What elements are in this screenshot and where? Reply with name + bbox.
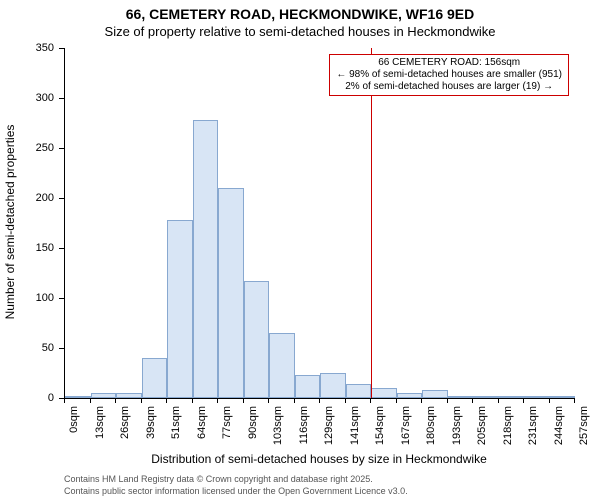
x-tick-mark xyxy=(549,398,550,403)
x-tick-label: 116sqm xyxy=(298,406,310,444)
x-tick-label: 64sqm xyxy=(196,406,208,439)
histogram-bar xyxy=(524,396,550,398)
callout-line: 66 CEMETERY ROAD: 156sqm xyxy=(336,57,562,69)
x-tick-label: 180sqm xyxy=(425,406,437,445)
histogram-bar xyxy=(116,393,142,398)
x-tick-label: 26sqm xyxy=(119,406,131,439)
histogram-bar xyxy=(269,333,295,398)
y-tick-label: 350 xyxy=(0,42,54,54)
histogram-bar xyxy=(422,390,448,398)
y-tick-label: 100 xyxy=(0,292,54,304)
x-tick-mark xyxy=(498,398,499,403)
x-tick-label: 77sqm xyxy=(221,406,233,439)
histogram-bar xyxy=(193,120,219,398)
x-tick-mark xyxy=(141,398,142,403)
x-tick-label: 141sqm xyxy=(349,406,361,445)
y-tick-mark xyxy=(59,48,64,49)
x-tick-label: 13sqm xyxy=(94,406,106,439)
x-tick-label: 257sqm xyxy=(578,406,590,445)
histogram-bar xyxy=(499,396,525,398)
callout-line: ← 98% of semi-detached houses are smalle… xyxy=(336,69,562,81)
x-tick-mark xyxy=(472,398,473,403)
callout-line: 2% of semi-detached houses are larger (1… xyxy=(336,81,562,93)
chart-title-line1: 66, CEMETERY ROAD, HECKMONDWIKE, WF16 9E… xyxy=(0,6,600,22)
histogram-bar xyxy=(320,373,346,398)
y-tick-mark xyxy=(59,348,64,349)
y-tick-mark xyxy=(59,198,64,199)
y-tick-label: 150 xyxy=(0,242,54,254)
y-tick-mark xyxy=(59,248,64,249)
reference-line xyxy=(371,48,372,398)
histogram-bar xyxy=(65,396,91,398)
y-tick-label: 300 xyxy=(0,92,54,104)
x-tick-mark xyxy=(370,398,371,403)
y-tick-label: 250 xyxy=(0,142,54,154)
callout-box: 66 CEMETERY ROAD: 156sqm← 98% of semi-de… xyxy=(329,54,569,96)
y-tick-mark xyxy=(59,98,64,99)
x-axis-label: Distribution of semi-detached houses by … xyxy=(64,452,574,466)
footer-line-2: Contains public sector information licen… xyxy=(64,486,408,496)
x-tick-mark xyxy=(64,398,65,403)
histogram-bar xyxy=(346,384,372,398)
x-tick-mark xyxy=(217,398,218,403)
x-tick-label: 129sqm xyxy=(323,406,335,445)
histogram-bar xyxy=(167,220,193,398)
x-tick-label: 218sqm xyxy=(502,406,514,445)
y-tick-mark xyxy=(59,298,64,299)
histogram-bar xyxy=(448,396,474,398)
x-tick-mark xyxy=(166,398,167,403)
histogram-bar xyxy=(142,358,168,398)
y-tick-label: 50 xyxy=(0,342,54,354)
histogram-bar xyxy=(473,396,499,398)
x-tick-label: 103sqm xyxy=(272,406,284,445)
x-tick-mark xyxy=(319,398,320,403)
x-tick-mark xyxy=(523,398,524,403)
x-tick-mark xyxy=(421,398,422,403)
y-axis-label: Number of semi-detached properties xyxy=(3,102,17,342)
chart-container: 66, CEMETERY ROAD, HECKMONDWIKE, WF16 9E… xyxy=(0,0,600,500)
y-tick-mark xyxy=(59,148,64,149)
x-tick-label: 0sqm xyxy=(68,406,80,433)
x-tick-mark xyxy=(447,398,448,403)
x-tick-mark xyxy=(268,398,269,403)
histogram-bar xyxy=(397,393,423,398)
x-tick-label: 205sqm xyxy=(476,406,488,445)
plot-area: 66 CEMETERY ROAD: 156sqm← 98% of semi-de… xyxy=(64,48,575,399)
x-tick-mark xyxy=(192,398,193,403)
histogram-bar xyxy=(371,388,397,398)
x-tick-label: 167sqm xyxy=(400,406,412,445)
x-tick-mark xyxy=(574,398,575,403)
histogram-bar xyxy=(244,281,270,398)
y-tick-label: 200 xyxy=(0,192,54,204)
x-tick-mark xyxy=(294,398,295,403)
x-tick-label: 154sqm xyxy=(374,406,386,445)
x-tick-mark xyxy=(396,398,397,403)
x-tick-label: 193sqm xyxy=(451,406,463,445)
histogram-bar xyxy=(550,396,576,398)
y-tick-label: 0 xyxy=(0,392,54,404)
x-tick-mark xyxy=(115,398,116,403)
histogram-bar xyxy=(295,375,321,398)
x-tick-mark xyxy=(90,398,91,403)
x-tick-label: 39sqm xyxy=(145,406,157,439)
x-tick-label: 90sqm xyxy=(247,406,259,439)
x-tick-mark xyxy=(243,398,244,403)
histogram-bar xyxy=(91,393,117,398)
x-tick-label: 51sqm xyxy=(170,406,182,439)
x-tick-label: 231sqm xyxy=(527,406,539,445)
x-tick-mark xyxy=(345,398,346,403)
chart-title-line2: Size of property relative to semi-detach… xyxy=(0,24,600,39)
histogram-bar xyxy=(218,188,244,398)
x-tick-label: 244sqm xyxy=(553,406,565,445)
footer-line-1: Contains HM Land Registry data © Crown c… xyxy=(64,474,373,484)
